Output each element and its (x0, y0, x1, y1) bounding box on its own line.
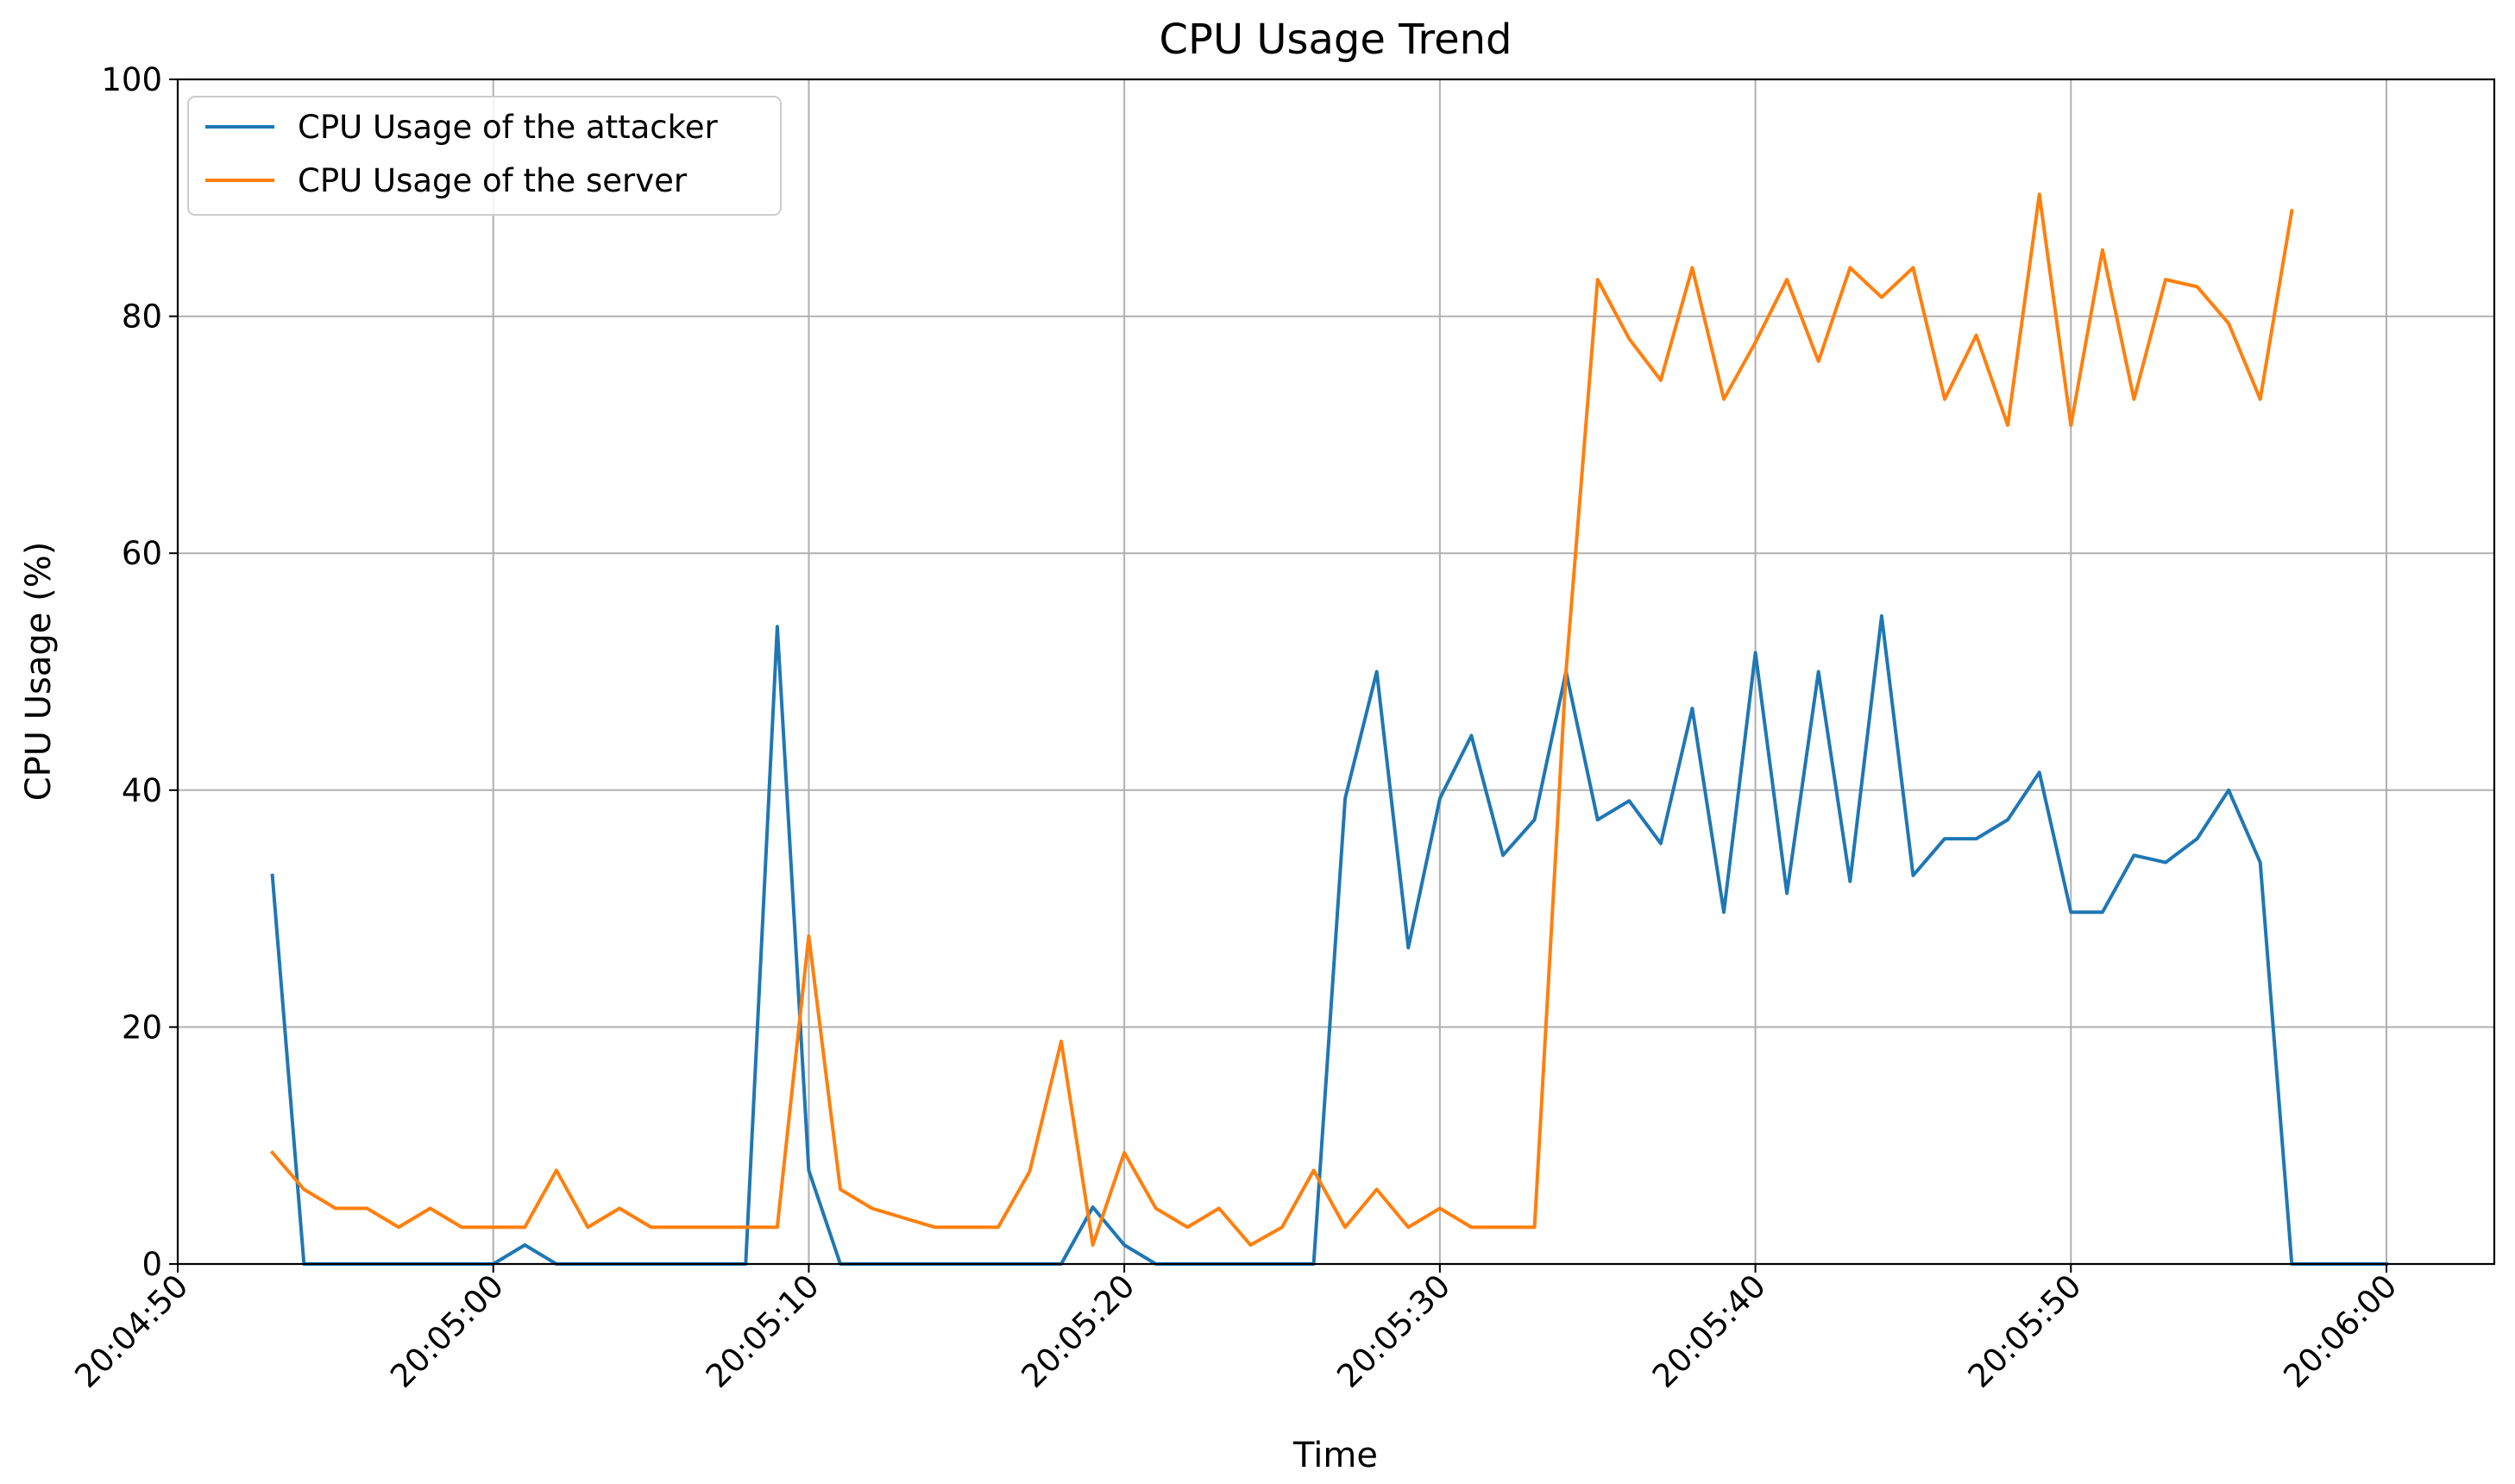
legend-label-server: CPU Usage of the server (298, 162, 688, 199)
x-axis-label: Time (1292, 1436, 1378, 1475)
legend-label-attacker: CPU Usage of the attacker (298, 109, 719, 146)
y-tick-label: 80 (122, 299, 162, 336)
y-tick-label: 20 (122, 1009, 162, 1046)
legend-box (187, 96, 782, 216)
chart-title: CPU Usage Trend (1159, 16, 1512, 64)
plot-area-frame (176, 78, 2496, 1266)
series-line-server (269, 192, 2294, 1247)
legend: CPU Usage of the attacker CPU Usage of t… (187, 96, 782, 216)
y-tick-label: 0 (141, 1246, 162, 1283)
y-axis-label: CPU Usage (%) (19, 542, 59, 802)
y-tick-label: 40 (122, 772, 162, 809)
y-tick-label: 60 (122, 535, 162, 572)
y-tick-label: 100 (101, 61, 162, 98)
